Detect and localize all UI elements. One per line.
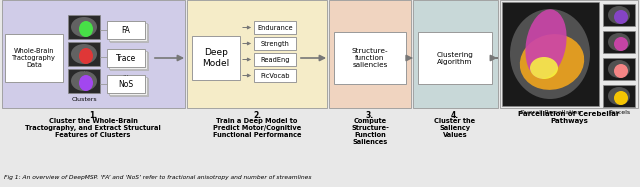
Text: Train a Deep Model to
Predict Motor/Cognitive
Functional Performance: Train a Deep Model to Predict Motor/Cogn… <box>212 118 301 138</box>
Text: Cluster the Whole-Brain
Tractography, and Extract Structural
Features of Cluster: Cluster the Whole-Brain Tractography, an… <box>25 118 161 138</box>
Text: ReadEng: ReadEng <box>260 56 290 62</box>
FancyBboxPatch shape <box>603 58 635 80</box>
FancyBboxPatch shape <box>109 50 147 68</box>
FancyBboxPatch shape <box>254 53 296 66</box>
FancyBboxPatch shape <box>254 69 296 82</box>
Text: Structure-
function
saliencies: Structure- function saliencies <box>352 48 388 68</box>
Ellipse shape <box>614 91 628 105</box>
FancyBboxPatch shape <box>254 37 296 50</box>
FancyBboxPatch shape <box>187 0 327 108</box>
Text: Overall Parcellation: Overall Parcellation <box>520 110 581 115</box>
Text: Clusters: Clusters <box>71 97 97 102</box>
FancyBboxPatch shape <box>68 69 100 93</box>
Ellipse shape <box>71 17 97 37</box>
FancyBboxPatch shape <box>107 21 145 39</box>
Ellipse shape <box>79 21 93 37</box>
FancyBboxPatch shape <box>110 52 148 70</box>
FancyBboxPatch shape <box>603 85 635 107</box>
Text: Whole-Brain
Tractography
Data: Whole-Brain Tractography Data <box>12 48 56 68</box>
Ellipse shape <box>608 60 630 78</box>
FancyBboxPatch shape <box>5 34 63 82</box>
Ellipse shape <box>614 37 628 51</box>
Text: ...: ... <box>123 71 129 77</box>
FancyBboxPatch shape <box>109 76 147 94</box>
Text: 2.: 2. <box>253 111 261 120</box>
FancyBboxPatch shape <box>192 36 240 80</box>
FancyBboxPatch shape <box>254 21 296 34</box>
FancyBboxPatch shape <box>110 24 148 42</box>
Text: Strength: Strength <box>260 41 289 47</box>
FancyBboxPatch shape <box>413 0 498 108</box>
FancyBboxPatch shape <box>68 15 100 39</box>
Text: 4.: 4. <box>451 111 459 120</box>
Text: Trace: Trace <box>116 53 136 62</box>
Text: ...: ... <box>81 67 88 73</box>
Ellipse shape <box>530 57 558 79</box>
FancyBboxPatch shape <box>110 78 148 96</box>
Text: Deep
Model: Deep Model <box>202 48 230 68</box>
FancyBboxPatch shape <box>603 4 635 26</box>
FancyBboxPatch shape <box>603 31 635 53</box>
FancyBboxPatch shape <box>109 22 147 41</box>
Ellipse shape <box>71 71 97 91</box>
FancyBboxPatch shape <box>334 32 406 84</box>
Ellipse shape <box>79 48 93 64</box>
Text: Endurance: Endurance <box>257 24 293 30</box>
Text: Compute
Structure-
Function
Saliences: Compute Structure- Function Saliences <box>351 118 389 145</box>
Ellipse shape <box>608 33 630 51</box>
Text: 1.: 1. <box>89 111 97 120</box>
Text: 3.: 3. <box>366 111 374 120</box>
Ellipse shape <box>608 87 630 105</box>
FancyBboxPatch shape <box>502 2 599 106</box>
Ellipse shape <box>520 34 584 90</box>
Ellipse shape <box>71 44 97 64</box>
Ellipse shape <box>79 75 93 91</box>
FancyBboxPatch shape <box>107 49 145 67</box>
FancyBboxPatch shape <box>2 0 185 108</box>
Text: Parcellation of Cerebellar
Pathways: Parcellation of Cerebellar Pathways <box>518 111 620 124</box>
Text: Clustering
Algorithm: Clustering Algorithm <box>436 51 474 65</box>
Text: Parcels: Parcels <box>608 110 630 115</box>
FancyBboxPatch shape <box>500 0 638 108</box>
Ellipse shape <box>525 9 566 79</box>
Text: FA: FA <box>122 25 131 34</box>
FancyBboxPatch shape <box>329 0 411 108</box>
Ellipse shape <box>510 9 590 99</box>
Text: Fig 1: An overview of DeepMSP. ‘FA’ and ‘NoS’ refer to fractional anisotropy and: Fig 1: An overview of DeepMSP. ‘FA’ and … <box>4 176 312 180</box>
Text: NoS: NoS <box>118 79 134 88</box>
FancyBboxPatch shape <box>68 42 100 66</box>
FancyBboxPatch shape <box>418 32 492 84</box>
Ellipse shape <box>608 6 630 24</box>
Text: Cluster the
Saliency
Values: Cluster the Saliency Values <box>435 118 476 138</box>
Ellipse shape <box>614 64 628 78</box>
FancyBboxPatch shape <box>107 75 145 93</box>
Text: PicVocab: PicVocab <box>260 73 290 79</box>
Ellipse shape <box>614 10 628 24</box>
